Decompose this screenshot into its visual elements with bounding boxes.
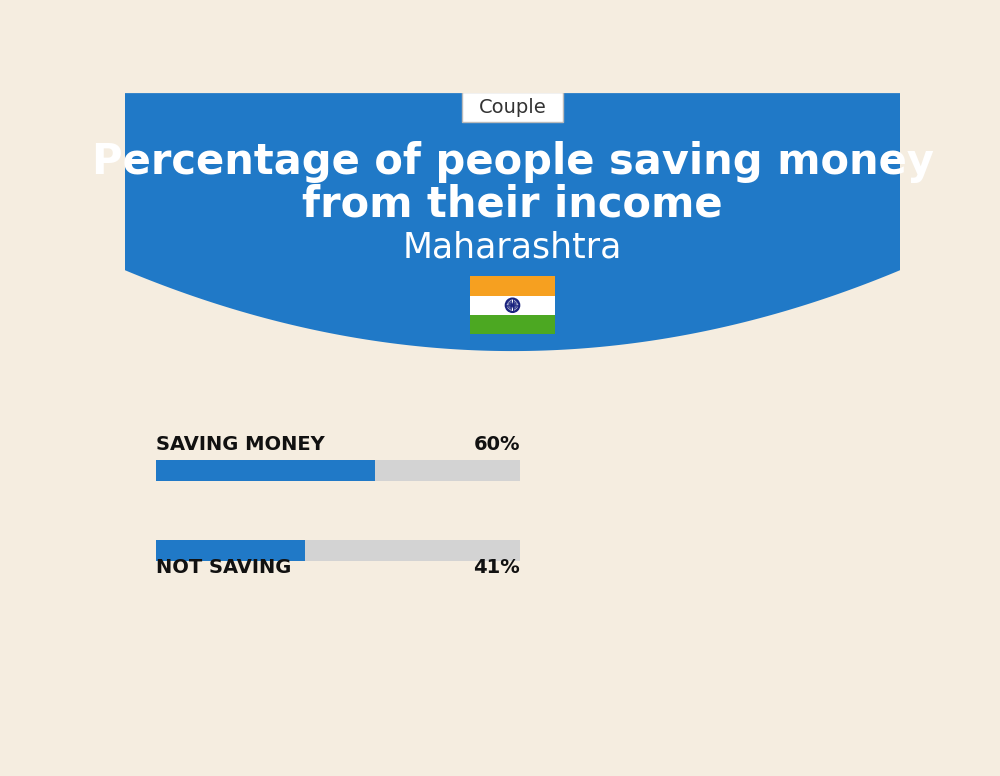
Text: Percentage of people saving money: Percentage of people saving money <box>92 141 934 183</box>
Bar <box>156 459 375 481</box>
Bar <box>156 459 520 481</box>
Text: 60%: 60% <box>474 435 520 454</box>
Text: 41%: 41% <box>474 558 520 577</box>
Circle shape <box>511 304 514 307</box>
Bar <box>156 540 520 561</box>
Text: Couple: Couple <box>479 99 546 117</box>
Bar <box>470 276 555 296</box>
Text: SAVING MONEY: SAVING MONEY <box>156 435 325 454</box>
Polygon shape <box>125 93 900 351</box>
Text: Maharashtra: Maharashtra <box>403 230 622 264</box>
Bar <box>156 540 305 561</box>
Text: NOT SAVING: NOT SAVING <box>156 558 291 577</box>
FancyBboxPatch shape <box>462 92 563 123</box>
Text: from their income: from their income <box>302 184 723 226</box>
Bar <box>470 296 555 315</box>
Bar <box>470 315 555 334</box>
